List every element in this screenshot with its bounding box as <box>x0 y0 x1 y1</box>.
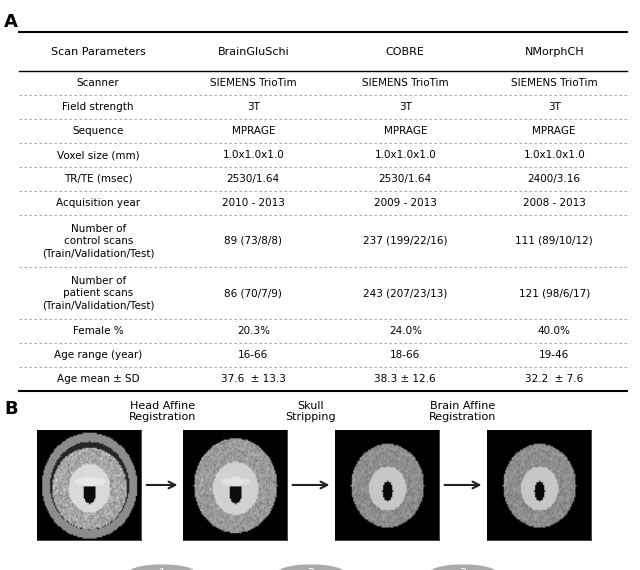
Circle shape <box>278 565 344 570</box>
Text: A: A <box>4 13 18 31</box>
Text: 2: 2 <box>307 568 315 570</box>
Text: 1.0x1.0x1.0: 1.0x1.0x1.0 <box>374 150 436 160</box>
Text: TR/TE (msec): TR/TE (msec) <box>64 174 132 184</box>
Text: 3T: 3T <box>247 102 260 112</box>
Text: 2530/1.64: 2530/1.64 <box>227 174 280 184</box>
Text: 3T: 3T <box>399 102 412 112</box>
Text: MPRAGE: MPRAGE <box>383 126 427 136</box>
Text: 1.0x1.0x1.0: 1.0x1.0x1.0 <box>524 150 585 160</box>
Text: 40.0%: 40.0% <box>538 326 571 336</box>
Text: Brain Affine
Registration: Brain Affine Registration <box>429 401 497 422</box>
Text: SIEMENS TrioTim: SIEMENS TrioTim <box>362 79 449 88</box>
Text: Skull
Stripping: Skull Stripping <box>285 401 337 422</box>
Text: MPRAGE: MPRAGE <box>532 126 576 136</box>
Text: 121 (98/6/17): 121 (98/6/17) <box>518 288 590 298</box>
Text: 1: 1 <box>159 568 166 570</box>
Text: Acquisition year: Acquisition year <box>56 198 140 208</box>
Text: Scan Parameters: Scan Parameters <box>51 47 146 57</box>
Text: 237 (199/22/16): 237 (199/22/16) <box>363 236 447 246</box>
Text: Age mean ± SD: Age mean ± SD <box>57 374 140 384</box>
Text: 3: 3 <box>460 568 467 570</box>
Text: Field strength: Field strength <box>63 102 134 112</box>
Text: 1.0x1.0x1.0: 1.0x1.0x1.0 <box>223 150 284 160</box>
Text: 16-66: 16-66 <box>238 350 268 360</box>
Text: 86 (70/7/9): 86 (70/7/9) <box>225 288 282 298</box>
Text: Voxel size (mm): Voxel size (mm) <box>57 150 140 160</box>
Text: 111 (89/10/12): 111 (89/10/12) <box>515 236 593 246</box>
Text: Sequence: Sequence <box>72 126 124 136</box>
Text: 20.3%: 20.3% <box>237 326 270 336</box>
Text: 37.6  ± 13.3: 37.6 ± 13.3 <box>221 374 285 384</box>
Text: 19-46: 19-46 <box>539 350 570 360</box>
Text: 32.2  ± 7.6: 32.2 ± 7.6 <box>525 374 584 384</box>
Text: BrainGluSchi: BrainGluSchi <box>218 47 289 57</box>
Text: 89 (73/8/8): 89 (73/8/8) <box>224 236 282 246</box>
Text: Age range (year): Age range (year) <box>54 350 142 360</box>
Text: 18-66: 18-66 <box>390 350 420 360</box>
Text: COBRE: COBRE <box>386 47 425 57</box>
Text: B: B <box>4 400 18 418</box>
Circle shape <box>129 565 196 570</box>
Text: SIEMENS TrioTim: SIEMENS TrioTim <box>511 79 598 88</box>
Text: Female %: Female % <box>73 326 124 336</box>
Text: 2010 - 2013: 2010 - 2013 <box>222 198 285 208</box>
Text: Number of
patient scans
(Train/Validation/Test): Number of patient scans (Train/Validatio… <box>42 276 154 311</box>
Text: 3T: 3T <box>548 102 561 112</box>
Text: Scanner: Scanner <box>77 79 120 88</box>
Text: 38.3 ± 12.6: 38.3 ± 12.6 <box>374 374 436 384</box>
Text: Number of
control scans
(Train/Validation/Test): Number of control scans (Train/Validatio… <box>42 223 154 258</box>
Text: 24.0%: 24.0% <box>388 326 422 336</box>
Text: NMorphCH: NMorphCH <box>524 47 584 57</box>
Text: MPRAGE: MPRAGE <box>232 126 275 136</box>
Circle shape <box>429 565 497 570</box>
Text: SIEMENS TrioTim: SIEMENS TrioTim <box>210 79 296 88</box>
Text: Head Affine
Registration: Head Affine Registration <box>129 401 196 422</box>
Text: 243 (207/23/13): 243 (207/23/13) <box>363 288 447 298</box>
Text: 2530/1.64: 2530/1.64 <box>379 174 432 184</box>
Text: 2400/3.16: 2400/3.16 <box>528 174 580 184</box>
Text: 2009 - 2013: 2009 - 2013 <box>374 198 436 208</box>
Text: 2008 - 2013: 2008 - 2013 <box>523 198 586 208</box>
